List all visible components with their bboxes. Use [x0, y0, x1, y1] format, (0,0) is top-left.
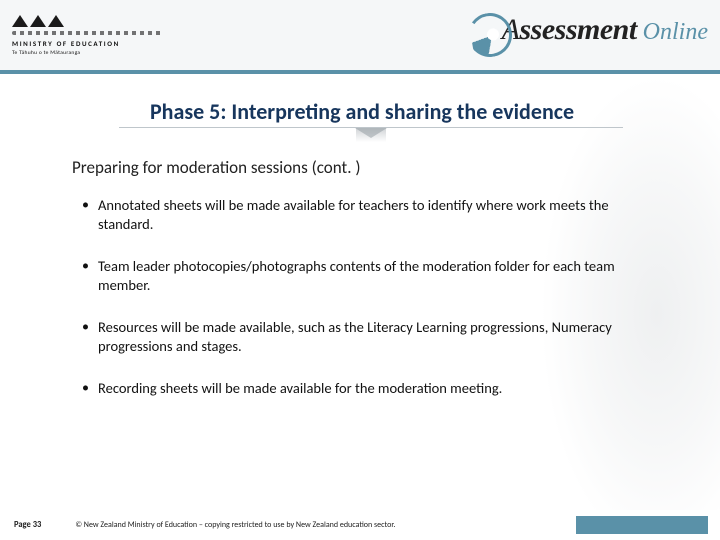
bullet-item: Resources will be made available, such a… — [78, 318, 664, 355]
title-underline — [119, 127, 623, 143]
bullet-item: Team leader photocopies/photographs cont… — [78, 257, 664, 294]
bullet-item: Annotated sheets will be made available … — [78, 196, 664, 233]
moe-logo-subtext: Te Tāhuhu o te Mātauranga — [12, 50, 162, 56]
header-bar: MINISTRY OF EDUCATION Te Tāhuhu o te Māt… — [0, 0, 720, 74]
slide-body: Phase 5: Interpreting and sharing the ev… — [0, 92, 720, 510]
page-number: Page 33 — [14, 520, 41, 530]
bullet-list: Annotated sheets will be made available … — [78, 196, 664, 398]
footer-accent-block — [576, 516, 708, 534]
slide-subtitle: Preparing for moderation sessions (cont.… — [72, 157, 664, 178]
moe-logo: MINISTRY OF EDUCATION Te Tāhuhu o te Māt… — [12, 15, 162, 56]
footer: Page 33 © New Zealand Ministry of Educat… — [0, 510, 720, 540]
moe-logo-wave — [12, 31, 162, 35]
moe-logo-triangles — [12, 15, 162, 27]
moe-logo-text: MINISTRY OF EDUCATION — [12, 39, 162, 48]
slide-title: Phase 5: Interpreting and sharing the ev… — [60, 98, 664, 125]
copyright-text: © New Zealand Ministry of Education – co… — [75, 520, 576, 530]
bullet-item: Recording sheets will be made available … — [78, 379, 664, 398]
assessment-online-brand: Assessment Online — [468, 13, 708, 57]
brand-word-online: Online — [643, 19, 708, 46]
brand-word-assessment: Assessment — [502, 13, 637, 47]
